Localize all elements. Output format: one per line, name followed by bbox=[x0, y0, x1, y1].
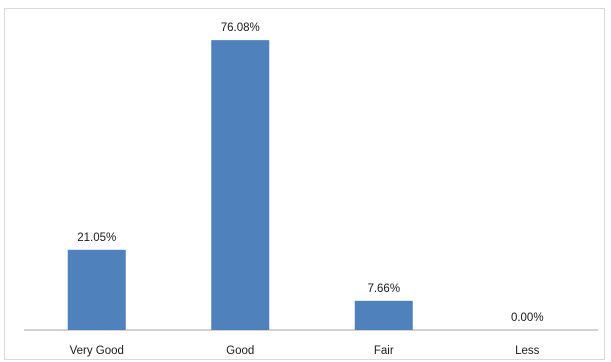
x-tick-label: Fair bbox=[374, 345, 394, 357]
bar-good bbox=[211, 40, 270, 331]
x-tick-label: Less bbox=[515, 345, 540, 357]
bar-very-good bbox=[67, 249, 126, 330]
data-label: 0.00% bbox=[511, 312, 544, 324]
x-tick-label: Good bbox=[226, 345, 254, 357]
data-label: 7.66% bbox=[367, 283, 400, 295]
x-tick-label: Very Good bbox=[70, 345, 124, 357]
data-label: 21.05% bbox=[77, 232, 116, 244]
bar-fair bbox=[354, 300, 413, 330]
data-label: 76.08% bbox=[221, 22, 260, 34]
